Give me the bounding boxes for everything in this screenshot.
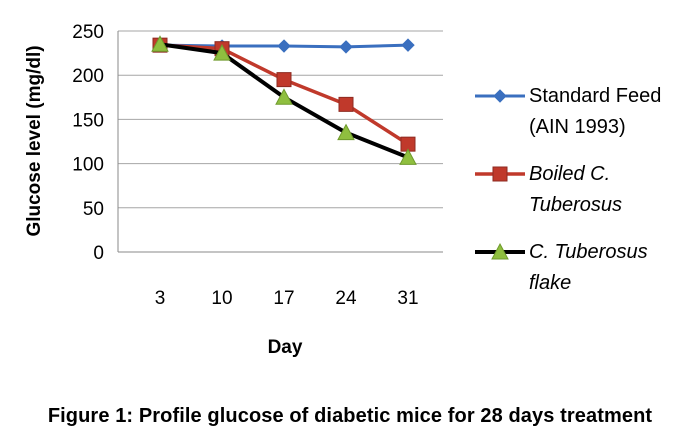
- line-chart: 0 50 100 150 200 250 3 10 17 24 31 Glucose level …: [24, 22, 661, 358]
- data-point-square: [338, 96, 354, 112]
- grid-lines: [117, 30, 443, 253]
- data-point-triangle: [275, 88, 293, 105]
- legend-item: Boiled C. Tuberosus: [475, 163, 622, 216]
- legend-label: Boiled C.: [529, 163, 610, 185]
- figure-caption: Figure 1: Profile glucose of diabetic mi…: [47, 405, 653, 427]
- legend-label: C. Tuberosus: [529, 241, 648, 263]
- data-point-triangle: [491, 242, 509, 260]
- series-triangle: [151, 35, 417, 165]
- data-point-diamond: [277, 39, 291, 53]
- legend-item: Standard Feed (AIN 1993): [475, 85, 661, 138]
- data-point-triangle: [213, 44, 231, 61]
- y-axis-title: Glucose level (mg/dl): [24, 45, 45, 236]
- data-point-square: [492, 166, 508, 182]
- legend: Standard Feed (AIN 1993) Boiled C. Tuberosu…: [475, 85, 661, 294]
- data-point-triangle: [151, 35, 169, 52]
- legend-label: flake: [529, 272, 571, 294]
- legend-item: C. Tuberosus flake: [475, 241, 648, 294]
- x-tick-label: 17: [273, 288, 294, 309]
- y-axis-ticks: 0 50 100 150 200 250: [72, 22, 104, 264]
- x-tick-label: 24: [335, 288, 357, 309]
- data-point-diamond: [493, 89, 507, 103]
- data-point-square: [276, 72, 292, 88]
- x-tick-label: 10: [211, 288, 232, 309]
- y-tick-label: 50: [83, 199, 104, 220]
- x-axis-ticks: 3 10 17 24 31: [155, 288, 419, 309]
- y-tick-label: 250: [72, 22, 104, 43]
- y-tick-label: 100: [72, 155, 104, 176]
- legend-label: (AIN 1993): [529, 116, 626, 138]
- legend-label: Standard Feed: [529, 85, 661, 107]
- x-tick-label: 31: [397, 288, 418, 309]
- series-layer: [151, 35, 417, 165]
- data-point-diamond: [339, 40, 353, 54]
- x-axis-title: Day: [268, 337, 303, 358]
- data-point-diamond: [401, 38, 415, 52]
- data-point-triangle: [337, 123, 355, 141]
- y-tick-label: 200: [72, 66, 104, 87]
- x-tick-label: 3: [155, 288, 166, 309]
- data-point-triangle: [399, 148, 417, 165]
- y-tick-label: 0: [93, 243, 104, 264]
- y-tick-label: 150: [72, 110, 104, 131]
- legend-label: Tuberosus: [529, 194, 622, 216]
